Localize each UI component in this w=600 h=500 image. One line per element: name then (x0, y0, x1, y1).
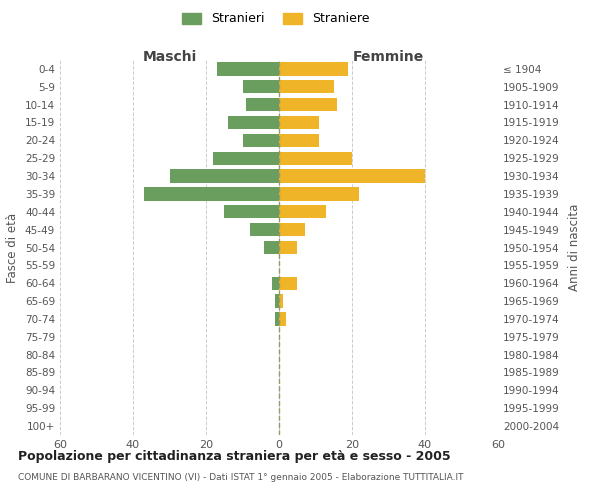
Bar (279, 116, 319, 129)
Bar (265, 241, 279, 254)
Bar (144, 187, 279, 200)
Bar (279, 223, 305, 236)
Y-axis label: Fasce di età: Fasce di età (7, 212, 19, 282)
Bar (279, 276, 297, 290)
Bar (279, 294, 283, 308)
Bar (217, 62, 279, 76)
Bar (246, 98, 279, 112)
Bar (170, 170, 279, 183)
Bar (279, 205, 326, 218)
Bar (279, 80, 334, 94)
Y-axis label: Anni di nascita: Anni di nascita (568, 204, 581, 291)
Bar (242, 134, 279, 147)
Bar (279, 170, 425, 183)
Bar (275, 294, 279, 308)
Bar (242, 80, 279, 94)
Bar (279, 62, 349, 76)
Bar (279, 152, 352, 165)
Bar (250, 223, 279, 236)
Bar (279, 241, 297, 254)
Bar (279, 98, 337, 112)
Bar (275, 312, 279, 326)
Bar (228, 116, 279, 129)
Text: Femmine: Femmine (353, 50, 424, 64)
Legend: Stranieri, Straniere: Stranieri, Straniere (179, 8, 373, 29)
Bar (279, 134, 319, 147)
Text: Popolazione per cittadinanza straniera per età e sesso - 2005: Popolazione per cittadinanza straniera p… (18, 450, 451, 463)
Bar (224, 205, 279, 218)
Bar (214, 152, 279, 165)
Text: Maschi: Maschi (142, 50, 197, 64)
Bar (279, 187, 359, 200)
Bar (279, 312, 286, 326)
Text: COMUNE DI BARBARANO VICENTINO (VI) - Dati ISTAT 1° gennaio 2005 - Elaborazione T: COMUNE DI BARBARANO VICENTINO (VI) - Dat… (18, 472, 464, 482)
Bar (272, 276, 279, 290)
